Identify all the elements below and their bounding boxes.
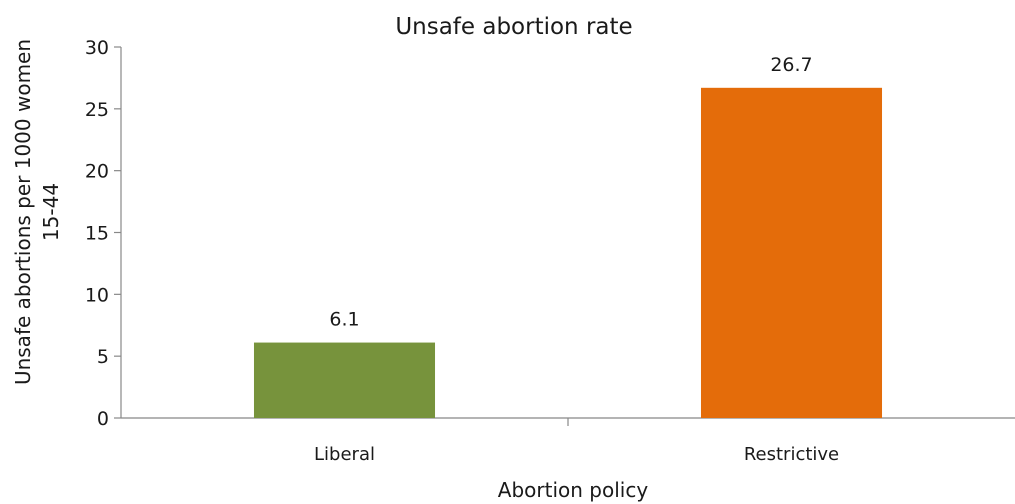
- bar-liberal: [253, 342, 436, 418]
- data-label-liberal: 6.1: [329, 309, 359, 331]
- y-axis-label: Unsafe abortions per 1000 women 15-44: [11, 39, 63, 385]
- y-tick-label: 10: [85, 284, 109, 306]
- y-tick-label: 30: [85, 37, 109, 59]
- bar-series: [253, 87, 883, 418]
- y-axis-label-line-2: 15-44: [39, 183, 63, 241]
- y-axis-label-line-1: Unsafe abortions per 1000 women: [11, 39, 35, 385]
- y-tick-label: 0: [97, 408, 109, 430]
- chart-title: Unsafe abortion rate: [395, 14, 632, 40]
- y-tick-label: 25: [85, 99, 109, 121]
- bar-restrictive: [700, 87, 883, 418]
- y-axis-ticks: 0 5 10 15 20 25 30: [85, 37, 121, 430]
- category-label-restrictive: Restrictive: [744, 444, 839, 465]
- y-tick-label: 15: [85, 223, 109, 245]
- category-labels: Liberal Restrictive: [314, 444, 839, 465]
- y-tick-label: 20: [85, 161, 109, 183]
- data-label-restrictive: 26.7: [770, 54, 812, 76]
- data-labels: 6.1 26.7: [329, 54, 812, 331]
- category-label-liberal: Liberal: [314, 444, 375, 465]
- y-tick-label: 5: [97, 346, 109, 368]
- x-axis-label: Abortion policy: [498, 478, 649, 502]
